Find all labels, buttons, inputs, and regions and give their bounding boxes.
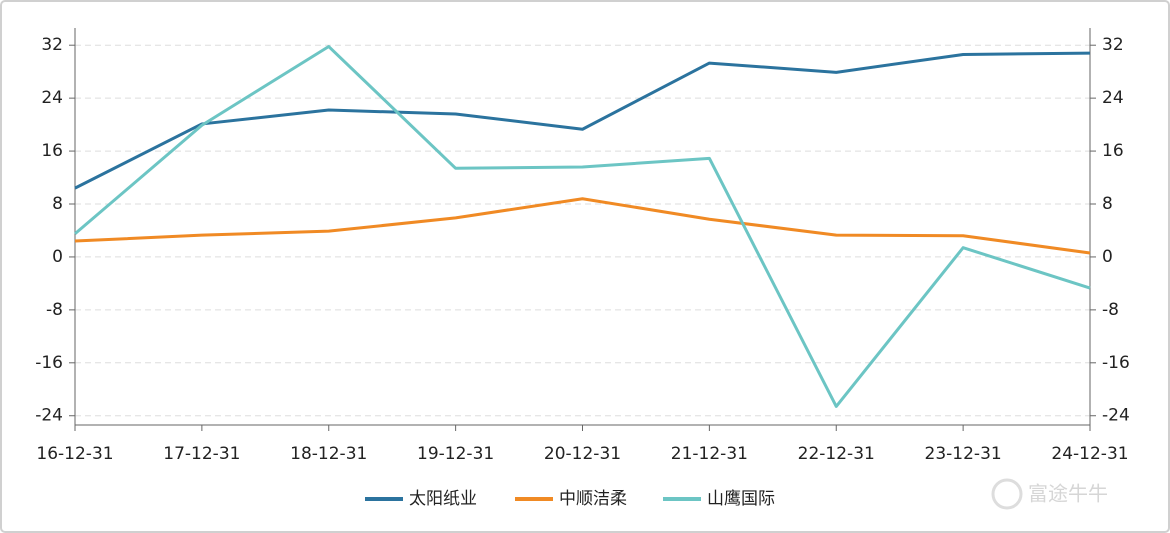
line-series <box>74 51 1091 190</box>
y-tick-label: 32 <box>41 35 63 55</box>
x-tick-label: 18-12-31 <box>290 444 367 464</box>
x-tick-label: 24-12-31 <box>1051 444 1128 464</box>
watermark-group: 富途牛牛 <box>991 478 1108 510</box>
x-tick-label: 17-12-31 <box>163 444 240 464</box>
x-tick-label: 20-12-31 <box>544 444 621 464</box>
legend-label: 太阳纸业 <box>409 489 477 509</box>
line-series <box>74 45 1091 408</box>
legend-label: 山鹰国际 <box>707 489 775 509</box>
y-tick-label: 0 <box>52 247 63 267</box>
y2-tick-label: 16 <box>1102 141 1124 161</box>
x-tick-label: 19-12-31 <box>417 444 494 464</box>
y-tick-label: 24 <box>41 88 63 108</box>
y-tick-label: -24 <box>35 406 63 426</box>
x-tick-label: 16-12-31 <box>36 444 113 464</box>
y2-tick-label: -8 <box>1102 300 1119 320</box>
y-tick-label: -8 <box>46 300 63 320</box>
y-tick-label: 16 <box>41 141 63 161</box>
line-series <box>74 197 1091 255</box>
y2-tick-label: -16 <box>1102 353 1130 373</box>
y2-tick-label: 8 <box>1102 194 1113 214</box>
watermark: 富途牛牛 <box>1028 482 1108 506</box>
y2-tick-label: -24 <box>1102 406 1130 426</box>
x-tick-label: 22-12-31 <box>798 444 875 464</box>
legend-label: 中顺洁柔 <box>559 489 627 509</box>
y2-tick-label: 24 <box>1102 88 1124 108</box>
y-tick-label: 8 <box>52 194 63 214</box>
y-tick-label: -16 <box>35 353 63 373</box>
x-tick-label: 23-12-31 <box>925 444 1002 464</box>
watermark-icon <box>991 478 1023 510</box>
x-tick-label: 21-12-31 <box>671 444 748 464</box>
y2-tick-label: 0 <box>1102 247 1113 267</box>
y2-tick-label: 32 <box>1102 35 1124 55</box>
